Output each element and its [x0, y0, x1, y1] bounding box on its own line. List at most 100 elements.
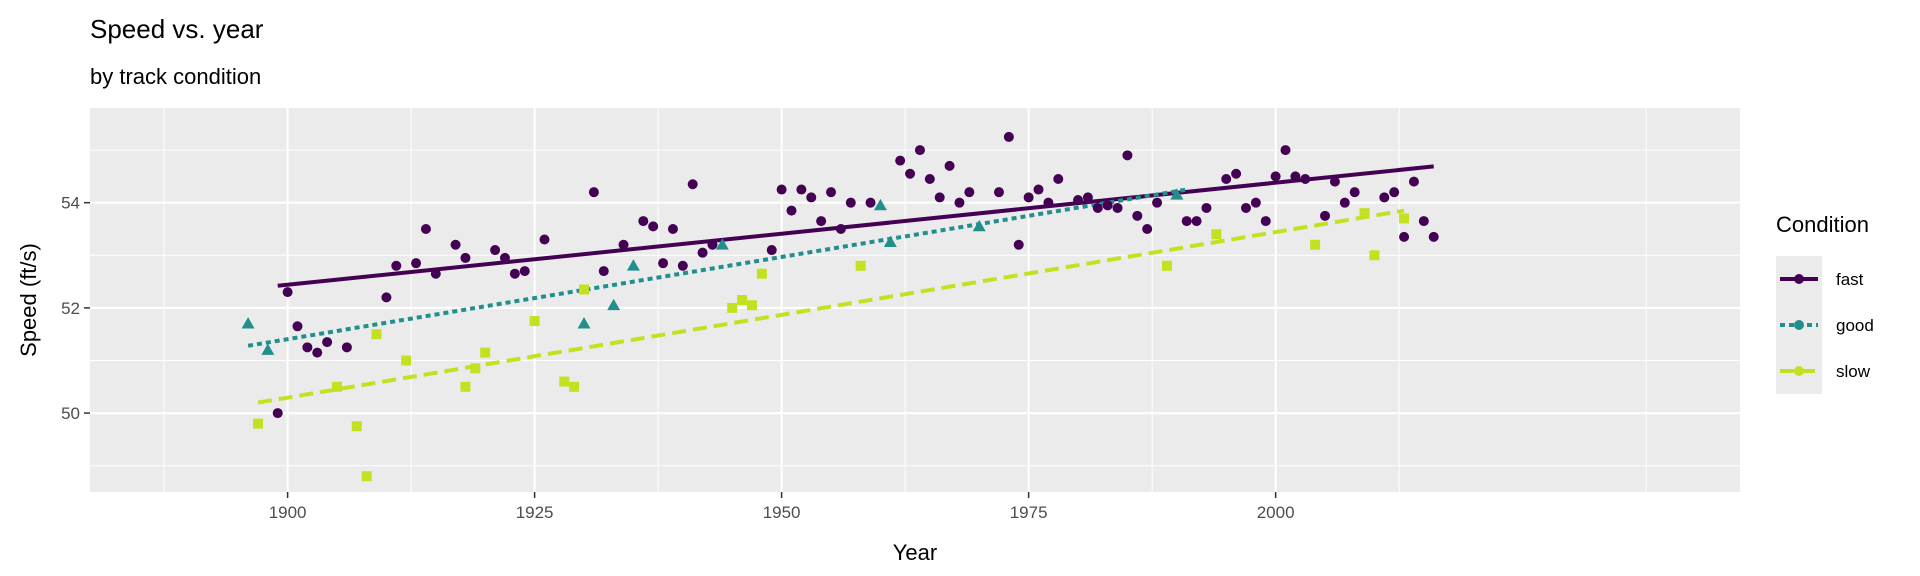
fast-point	[1092, 202, 1103, 213]
fast-point	[845, 197, 856, 208]
good-point	[883, 235, 897, 248]
fast-point	[934, 192, 945, 203]
fast-point	[1240, 202, 1251, 213]
fast-point	[391, 260, 402, 271]
good-point	[577, 317, 591, 329]
fast-point	[954, 197, 965, 208]
legend-keys: fast good slow	[1776, 256, 1874, 394]
slow-point	[361, 471, 372, 482]
fast-point	[648, 221, 659, 232]
slow-point	[401, 355, 412, 366]
slow-point	[332, 381, 343, 392]
fast-point	[1073, 195, 1084, 206]
slow-point	[252, 418, 263, 429]
slow-point	[569, 381, 580, 392]
y-tick-label: 52	[61, 299, 80, 318]
slow-point	[1399, 213, 1410, 224]
fast-point	[539, 234, 550, 245]
fast-point	[1349, 187, 1360, 198]
fast-point	[1389, 187, 1400, 198]
fast-point	[786, 205, 797, 216]
fast-point	[292, 321, 303, 332]
fast-point	[499, 252, 510, 263]
fast-point	[1418, 216, 1429, 227]
fast-point	[420, 223, 431, 234]
fast-point	[1408, 176, 1419, 187]
fast-point	[944, 160, 955, 171]
data-points	[241, 131, 1439, 482]
fast-point	[905, 168, 916, 179]
slow-point	[579, 284, 590, 295]
fast-point	[806, 192, 817, 203]
fast-point	[1142, 223, 1153, 234]
fast-point	[1191, 216, 1202, 227]
fast-point	[835, 223, 846, 234]
slow-point	[470, 363, 481, 374]
fast-point	[638, 216, 649, 227]
fast-point	[1181, 216, 1192, 227]
fast-point	[826, 187, 837, 198]
fast-point	[924, 174, 935, 185]
chart-title: Speed vs. year	[90, 14, 264, 44]
fast-point	[1043, 197, 1054, 208]
fast-point	[588, 187, 599, 198]
fast-point	[895, 155, 906, 166]
good-point	[241, 317, 255, 329]
fast-point	[796, 184, 807, 195]
slow-point	[1161, 260, 1172, 271]
slow-legend-marker	[1794, 366, 1804, 376]
fast-point	[1053, 174, 1064, 185]
good-point	[873, 198, 887, 211]
fast-point	[1013, 239, 1024, 250]
fast-point	[1231, 168, 1242, 179]
trend-lines	[247, 164, 1434, 405]
fast-point	[598, 266, 609, 277]
good-point	[972, 219, 986, 232]
good-point	[261, 343, 275, 355]
fast-point	[1082, 192, 1093, 203]
slow-point	[855, 260, 866, 271]
slow-point	[756, 268, 767, 279]
fast-point	[1399, 231, 1410, 242]
fast-point	[914, 145, 925, 156]
good-point	[1170, 188, 1184, 200]
fast-point	[322, 337, 333, 348]
fast-point	[1152, 197, 1163, 208]
fast-point	[1280, 145, 1291, 156]
fast-point	[677, 260, 688, 271]
slow-point	[727, 302, 738, 313]
slow-point	[371, 329, 382, 340]
fast-trend-line	[277, 164, 1434, 288]
fast-point	[1201, 202, 1212, 213]
fast-point	[1320, 210, 1331, 221]
y-tick-label: 54	[61, 194, 80, 213]
y-axis-title: Speed (ft/s)	[16, 243, 41, 357]
fast-point	[707, 239, 718, 250]
x-tick-label: 1925	[516, 503, 554, 522]
fast-point	[1379, 192, 1390, 203]
fast-point	[381, 292, 392, 303]
slow-point	[1369, 250, 1380, 261]
fast-point	[993, 187, 1004, 198]
fast-point	[509, 268, 520, 279]
fast-point	[302, 342, 313, 353]
fast-legend-marker	[1794, 274, 1804, 284]
x-tick-label: 1950	[763, 503, 801, 522]
slow-trend-line	[257, 208, 1405, 405]
good-point	[607, 298, 621, 311]
fast-point	[1290, 171, 1301, 182]
minor-gridlines	[90, 108, 1740, 492]
fast-point	[697, 247, 708, 258]
fast-point	[1122, 150, 1133, 161]
fast-point	[1300, 174, 1311, 185]
x-tick-label: 2000	[1257, 503, 1295, 522]
plot-panel	[90, 108, 1740, 492]
fast-point	[1250, 197, 1261, 208]
slow-point	[1211, 229, 1222, 240]
fast-point	[776, 184, 787, 195]
slow-point	[737, 295, 748, 305]
y-tick-label: 50	[61, 404, 80, 423]
fast-point	[460, 252, 471, 263]
fast-point	[658, 258, 669, 269]
